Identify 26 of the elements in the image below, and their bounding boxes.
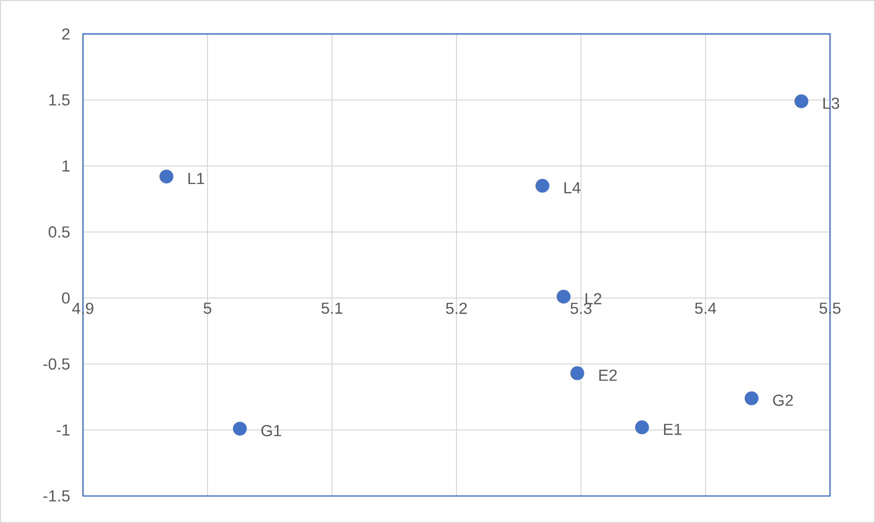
data-label: L4 <box>564 182 580 194</box>
y-tick-label: 1.5 <box>49 94 70 106</box>
data-label: E1 <box>664 424 682 435</box>
point <box>744 391 759 406</box>
y-tick-label: 0.5 <box>48 226 70 238</box>
data-label: L1 <box>188 173 204 184</box>
point <box>159 170 174 184</box>
point <box>556 290 571 304</box>
point <box>535 178 550 193</box>
x-tick-label: 5.4 <box>695 302 716 314</box>
data-label: G1 <box>261 425 282 436</box>
x-tick-label: 5 <box>204 302 212 314</box>
x-tick-label: 5.1 <box>322 302 342 314</box>
y-tick-label: -0.5 <box>43 358 70 370</box>
y-tick-label: 0 <box>62 292 70 304</box>
y-tick-label: -1.5 <box>43 490 70 502</box>
point <box>232 422 247 436</box>
data-label: G2 <box>773 394 793 406</box>
y-tick-label: 1 <box>62 160 70 172</box>
y-tick-label: 2 <box>62 28 70 40</box>
data-label: E2 <box>599 370 617 381</box>
point <box>570 366 584 380</box>
x-tick-label: 5.2 <box>446 302 467 314</box>
point <box>635 420 649 434</box>
y-tick-label: -1 <box>56 424 70 436</box>
point <box>794 94 808 108</box>
